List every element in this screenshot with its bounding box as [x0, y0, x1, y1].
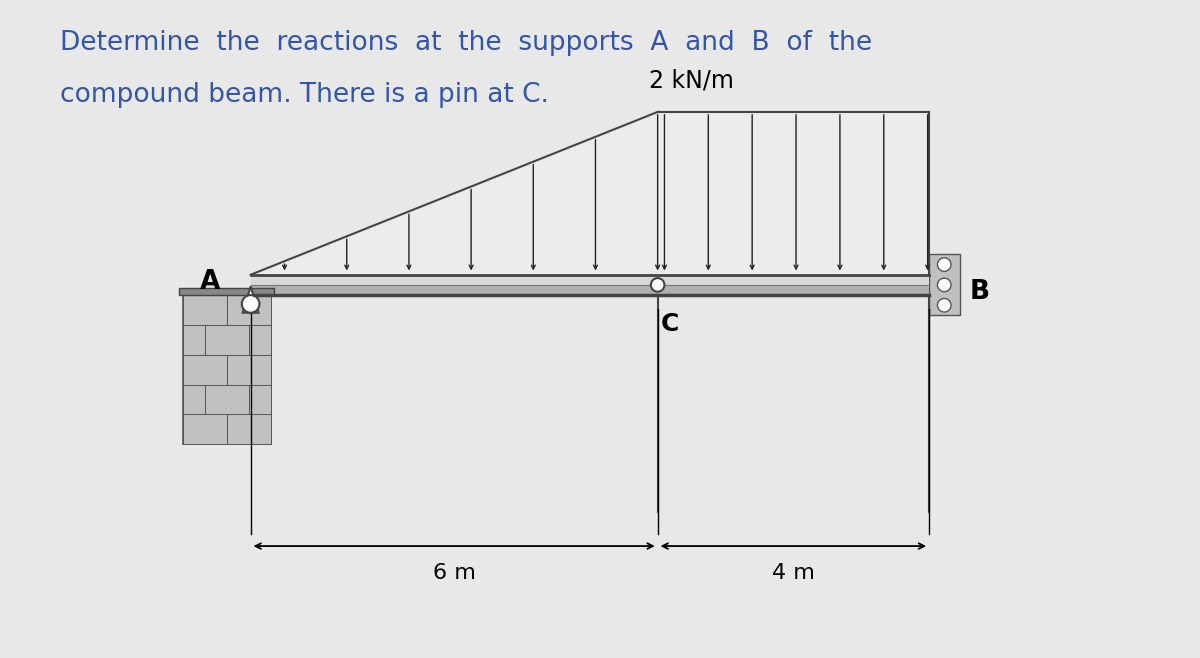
Bar	[182, 355, 227, 385]
Circle shape	[937, 299, 952, 312]
Bar	[182, 325, 205, 355]
Bar	[205, 385, 248, 415]
Text: 4 m: 4 m	[772, 563, 815, 583]
Text: compound beam. There is a pin at C.: compound beam. There is a pin at C.	[60, 82, 550, 109]
Circle shape	[650, 278, 665, 291]
Circle shape	[242, 295, 259, 313]
Polygon shape	[251, 112, 929, 275]
Bar	[248, 385, 271, 415]
Circle shape	[937, 278, 952, 291]
Text: Determine  the  reactions  at  the  supports  A  and  B  of  the: Determine the reactions at the supports …	[60, 30, 872, 56]
Bar	[227, 415, 271, 444]
Circle shape	[937, 258, 952, 271]
Bar	[180, 288, 275, 295]
Polygon shape	[242, 286, 258, 313]
Bar	[182, 295, 271, 444]
Bar	[251, 285, 929, 295]
Bar	[182, 385, 205, 415]
Bar	[227, 355, 271, 385]
Text: B: B	[970, 279, 990, 305]
Text: 2 kN/m: 2 kN/m	[649, 69, 734, 93]
Text: A: A	[199, 268, 220, 295]
Bar	[227, 295, 271, 325]
Bar	[248, 325, 271, 355]
Bar	[929, 255, 960, 315]
Bar	[182, 295, 227, 325]
Bar	[182, 415, 227, 444]
Text: C: C	[661, 312, 679, 336]
Bar	[251, 275, 929, 285]
Text: 6 m: 6 m	[433, 563, 475, 583]
Bar	[205, 325, 248, 355]
